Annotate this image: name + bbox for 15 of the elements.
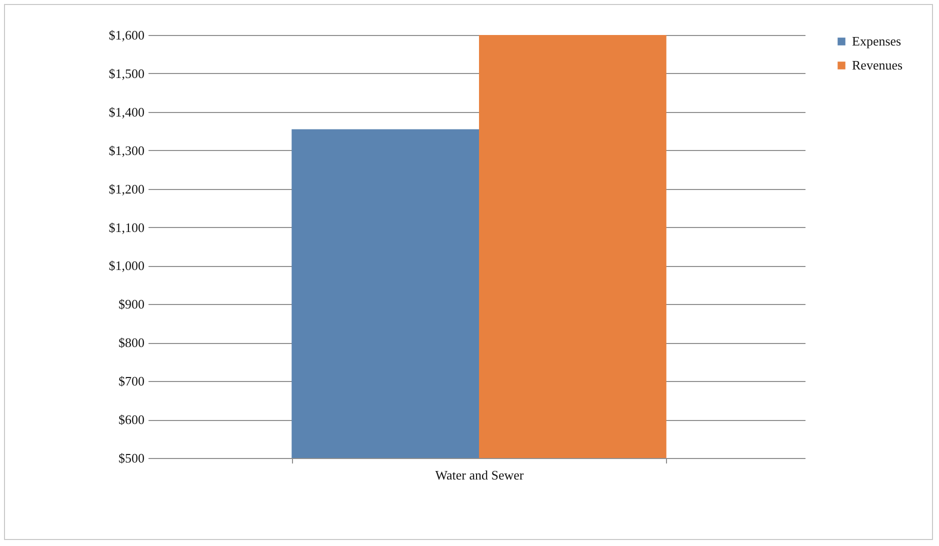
legend-label: Expenses [852,34,902,48]
y-tick-label: $1,500 [108,66,144,81]
y-tick-label: $1,300 [108,142,144,158]
y-tick-label: $1,600 [108,28,144,42]
y-tick-label: $1,000 [108,258,144,274]
y-tick-label: $600 [118,412,144,428]
legend-label: Revenues [852,58,903,72]
y-tick-label: $900 [118,296,144,312]
x-tick-label: Water and Sewer [435,468,524,482]
y-tick-label: $1,100 [108,220,144,235]
y-tick-label: $1,400 [108,104,144,120]
y-tick-label: $700 [118,374,144,389]
y-tick-label: $1,200 [108,181,144,196]
y-tick-label: $800 [118,335,144,350]
y-tick-label: $500 [118,450,144,466]
